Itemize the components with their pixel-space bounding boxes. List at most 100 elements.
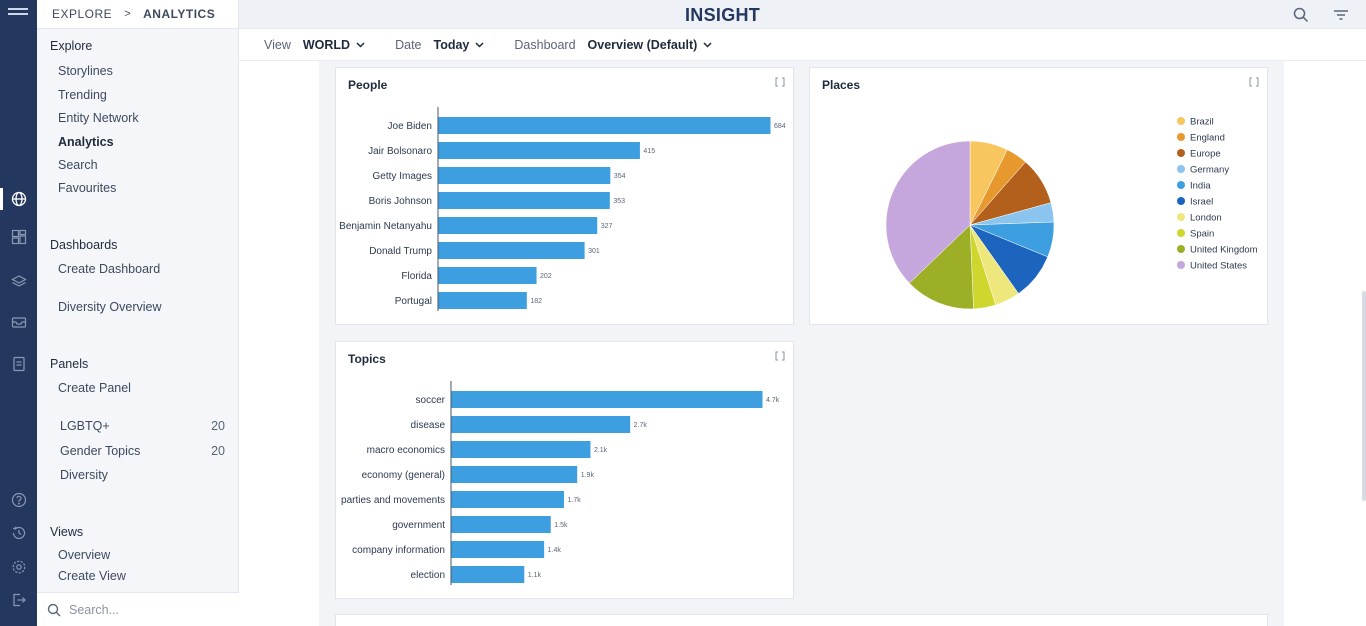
chevron-down-icon[interactable] — [356, 41, 365, 48]
legend-swatch — [1177, 133, 1185, 141]
data-label: 1.7k — [567, 497, 581, 504]
sidebar-item-search[interactable]: Search — [58, 158, 98, 172]
expand-icon[interactable] — [775, 77, 785, 87]
left-rail — [0, 0, 37, 626]
settings-icon[interactable] — [0, 552, 37, 582]
legend-label: India — [1190, 181, 1211, 192]
topics-bar-chart: soccer 4.7k disease 2.7k macro economics 2.1k… — [341, 381, 780, 585]
category-label: Jair Bolsonaro — [368, 146, 432, 157]
legend-label: Europe — [1190, 149, 1221, 160]
filter-bar: View WORLD Date Today Dashboard Overview… — [239, 29, 1366, 61]
bar — [451, 416, 631, 433]
dashboard-canvas: People Joe Biden 684 Jair Bolsonaro 415 Gett… — [319, 61, 1284, 626]
legend-label: Germany — [1190, 165, 1229, 176]
view-filter-value[interactable]: WORLD — [302, 37, 351, 52]
legend-label: United Kingdom — [1190, 245, 1258, 256]
legend-label: London — [1190, 213, 1222, 224]
logout-icon[interactable] — [0, 585, 37, 615]
sidebar-item-entity-network[interactable]: Entity Network — [58, 111, 139, 125]
category-label: company information — [352, 545, 445, 556]
places-pie-chart: Brazil England Europe Germany India Israel Lon… — [885, 117, 1258, 310]
legend-label: Brazil — [1190, 117, 1214, 128]
dashboard-icon[interactable] — [0, 222, 37, 252]
view-filter-label: View — [264, 37, 291, 52]
history-icon[interactable] — [0, 518, 37, 548]
people-bar-chart: Joe Biden 684 Jair Bolsonaro 415 Getty Image… — [339, 107, 786, 311]
top-bar: INSIGHT — [239, 0, 1366, 29]
bar — [438, 217, 598, 234]
data-label: 415 — [643, 148, 655, 155]
expand-icon[interactable] — [775, 351, 785, 361]
globe-icon[interactable] — [0, 184, 37, 214]
inbox-icon[interactable] — [0, 307, 37, 337]
sidebar-item-trending[interactable]: Trending — [58, 88, 107, 102]
legend-swatch — [1177, 165, 1185, 173]
data-label: 4.7k — [766, 397, 780, 404]
chevron-down-icon[interactable] — [703, 41, 712, 48]
create-panel-link[interactable]: Create Panel — [58, 381, 131, 395]
date-filter-label: Date — [395, 37, 422, 52]
breadcrumb-current: ANALYTICS — [143, 7, 216, 21]
app-logo[interactable] — [8, 8, 28, 20]
help-icon[interactable] — [0, 485, 37, 515]
bar — [451, 541, 545, 558]
data-label: 1.5k — [554, 522, 568, 529]
category-label: Joe Biden — [388, 121, 432, 132]
expand-icon[interactable] — [1249, 77, 1259, 87]
section-title-explore: Explore — [50, 39, 93, 53]
search-input[interactable] — [69, 602, 219, 617]
dashboard-filter-label: Dashboard — [514, 37, 576, 52]
legend-swatch — [1177, 117, 1185, 125]
bar — [451, 441, 591, 458]
category-label: Florida — [401, 271, 432, 282]
data-label: 202 — [540, 273, 552, 280]
sidebar-item-storylines[interactable]: Storylines — [58, 64, 113, 78]
dashboard-filter-value[interactable]: Overview (Default) — [587, 37, 698, 52]
sidebar-item-favourites[interactable]: Favourites — [58, 181, 117, 195]
legend-swatch — [1177, 213, 1185, 221]
sidebar-item-analytics[interactable]: Analytics — [58, 135, 114, 149]
category-label: Boris Johnson — [369, 196, 432, 207]
main-content: People Joe Biden 684 Jair Bolsonaro 415 Gett… — [239, 61, 1366, 626]
create-view-link[interactable]: Create View — [58, 569, 126, 583]
category-label: Getty Images — [373, 171, 432, 182]
breadcrumb: EXPLORE > ANALYTICS — [37, 0, 238, 29]
bar — [438, 292, 527, 309]
breadcrumb-parent[interactable]: EXPLORE — [52, 7, 113, 21]
panel-count-badge: 20 — [211, 419, 225, 433]
places-card: Places Brazil England Europe Germany India Is… — [809, 67, 1268, 325]
section-title-panels: Panels — [50, 357, 89, 371]
sidebar-item-overview[interactable]: Overview — [58, 548, 111, 562]
bar — [438, 192, 610, 209]
section-title-views: Views — [50, 525, 84, 539]
chevron-down-icon[interactable] — [475, 41, 484, 48]
filter-icon[interactable] — [1332, 6, 1350, 24]
scrollbar[interactable] — [1362, 291, 1366, 501]
topics-card: Topics soccer 4.7k disease 2.7k macro econom… — [335, 341, 794, 599]
search-icon[interactable] — [1292, 6, 1310, 24]
sidebar-item-diversity-overview[interactable]: Diversity Overview — [58, 300, 162, 314]
layers-icon[interactable] — [0, 267, 37, 297]
document-icon[interactable] — [0, 349, 37, 379]
card-title-places: Places — [822, 78, 861, 92]
pie-slice — [885, 140, 971, 284]
bar — [451, 566, 525, 583]
sidebar-item-gender-topics[interactable]: Gender Topics — [60, 444, 141, 458]
search-icon — [47, 603, 61, 616]
sidebar: EXPLORE > ANALYTICS Explore Storylines T… — [37, 0, 239, 626]
legend-swatch — [1177, 245, 1185, 253]
card-title-topics: Topics — [348, 352, 386, 366]
next-card — [335, 614, 1268, 626]
data-label: 2.7k — [634, 422, 648, 429]
legend-swatch — [1177, 149, 1185, 157]
people-card: People Joe Biden 684 Jair Bolsonaro 415 Gett… — [335, 67, 794, 325]
legend-label: United States — [1190, 261, 1247, 272]
category-label: election — [411, 570, 445, 581]
sidebar-item-lgbtq[interactable]: LGBTQ+ — [60, 419, 110, 433]
create-dashboard-link[interactable]: Create Dashboard — [58, 262, 161, 276]
date-filter-value[interactable]: Today — [433, 37, 470, 52]
category-label: parties and movements — [341, 495, 445, 506]
data-label: 2.1k — [594, 447, 608, 454]
bar — [438, 267, 537, 284]
sidebar-item-diversity[interactable]: Diversity — [60, 468, 108, 482]
